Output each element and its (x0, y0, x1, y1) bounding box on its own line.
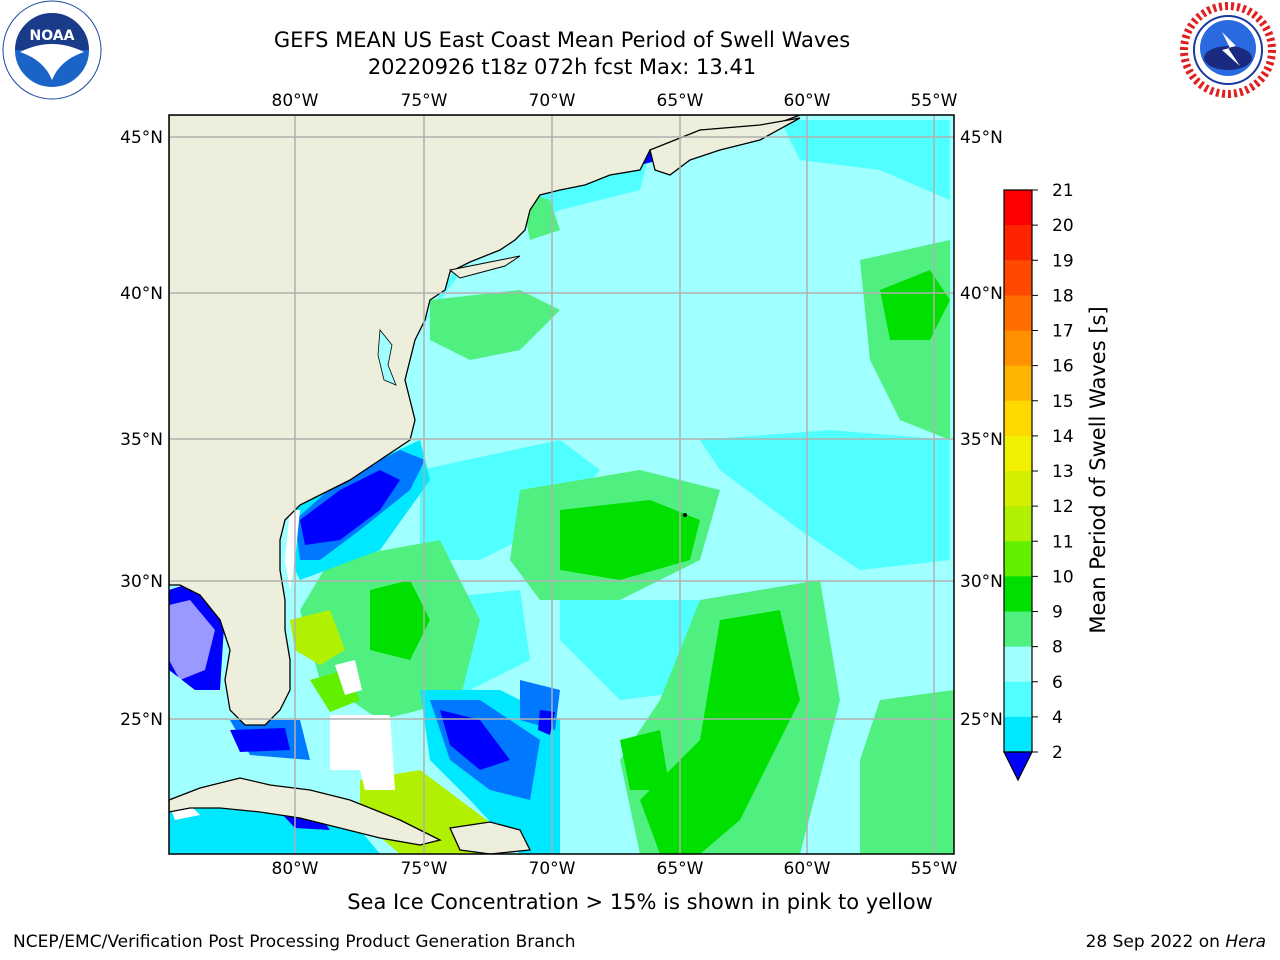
colorbar: 21 20 19 18 17 16 15 14 13 12 11 10 9 8 6 4 2 (1003, 181, 1074, 782)
lon-label: 55°W (911, 859, 958, 879)
lon-label: 65°W (657, 91, 704, 111)
colorbar-segment (1004, 295, 1032, 331)
colorbar-segment (1004, 330, 1032, 367)
colorbar-tick-label: 11 (1052, 532, 1074, 552)
lon-label: 70°W (529, 91, 576, 111)
footer-credit: NCEP/EMC/Verification Post Processing Pr… (13, 932, 576, 952)
colorbar-tick-label: 18 (1052, 286, 1074, 306)
lat-labels-right: 45°N 40°N 35°N 30°N 25°N (960, 128, 1003, 730)
colorbar-tick-label: 2 (1052, 743, 1063, 763)
colorbar-segment (1004, 400, 1032, 437)
colorbar-segment (1004, 576, 1032, 612)
map-title: GEFS MEAN US East Coast Mean Period of S… (273, 28, 851, 52)
colorbar-tick-label: 19 (1052, 251, 1074, 271)
footer-date-text: 28 Sep 2022 on (1085, 932, 1226, 952)
colorbar-tick-label: 14 (1052, 427, 1074, 447)
lat-label: 35°N (960, 430, 1003, 450)
lat-label: 30°N (120, 572, 163, 592)
colorbar-segment (1004, 716, 1032, 753)
colorbar-tick-label: 16 (1052, 357, 1074, 377)
colorbar-tick-label: 13 (1052, 462, 1074, 482)
footer-host: Hera (1225, 932, 1266, 952)
colorbar-tick-label: 9 (1052, 603, 1063, 623)
noaa-logo-text: NOAA (30, 28, 75, 44)
colorbar-segment (1004, 190, 1032, 226)
lon-label: 55°W (911, 91, 958, 111)
lat-label: 35°N (120, 430, 163, 450)
colorbar-segment (1004, 681, 1032, 718)
colorbar-segment (1004, 506, 1032, 542)
lon-label: 65°W (657, 859, 704, 879)
colorbar-segment (1004, 471, 1032, 507)
colorbar-tick-label: 15 (1052, 392, 1074, 412)
lat-label: 25°N (960, 710, 1003, 730)
colorbar-segment (1004, 435, 1032, 472)
lat-label: 25°N (120, 710, 163, 730)
colorbar-tick-label: 21 (1052, 181, 1074, 201)
lon-labels-bottom: 80°W 75°W 70°W 65°W 60°W 55°W (272, 859, 958, 879)
colorbar-segment (1004, 611, 1032, 648)
colorbar-tick-label: 8 (1052, 638, 1063, 658)
lat-label: 45°N (960, 128, 1003, 148)
sea-ice-note: Sea Ice Concentration > 15% is shown in … (347, 890, 933, 914)
colorbar-segment (1004, 260, 1032, 296)
lon-label: 70°W (529, 859, 576, 879)
footer-date: 28 Sep 2022 on Hera (1086, 932, 1266, 952)
map-panel (169, 115, 954, 854)
lon-label: 80°W (272, 859, 319, 879)
colorbar-segment (1004, 646, 1032, 683)
lat-label: 45°N (120, 128, 163, 148)
lon-labels-top: 80°W 75°W 70°W 65°W 60°W 55°W (272, 91, 958, 111)
cuba-land (169, 777, 442, 846)
colorbar-tick-label: 20 (1052, 216, 1074, 236)
map-frame (168, 114, 955, 855)
colorbar-tick-label: 12 (1052, 497, 1074, 517)
lat-label: 40°N (960, 284, 1003, 304)
colorbar-tick-label: 6 (1052, 673, 1063, 693)
lon-label: 60°W (784, 859, 831, 879)
colorbar-tick-label: 4 (1052, 708, 1063, 728)
nws-logo (1179, 1, 1277, 99)
colorbar-segment (1004, 365, 1032, 402)
lon-label: 75°W (401, 91, 448, 111)
noaa-logo: NOAA (2, 0, 102, 100)
lat-labels-left: 45°N 40°N 35°N 30°N 25°N (120, 128, 163, 730)
lon-label: 75°W (401, 859, 448, 879)
graticule (169, 115, 954, 854)
colorbar-segment (1004, 541, 1032, 577)
lon-label: 80°W (272, 91, 319, 111)
colorbar-segment (1004, 225, 1032, 261)
colorbar-extend-arrow (1003, 751, 1033, 782)
colorbar-label: Mean Period of Swell Waves [s] (1086, 306, 1110, 634)
colorbar-tick-label: 10 (1052, 567, 1074, 587)
lat-label: 30°N (960, 572, 1003, 592)
colorbar-tick-label: 17 (1052, 322, 1074, 342)
lat-label: 40°N (120, 284, 163, 304)
lon-label: 60°W (784, 91, 831, 111)
north-america-land (169, 115, 801, 726)
map-subtitle: 20220926 t18z 072h fcst Max: 13.41 (367, 55, 757, 79)
